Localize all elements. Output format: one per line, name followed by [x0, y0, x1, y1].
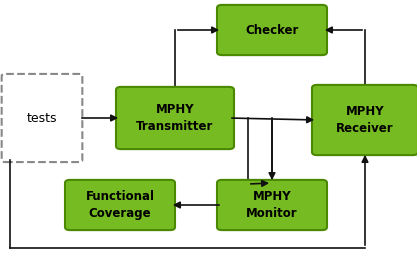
FancyBboxPatch shape	[65, 180, 175, 230]
FancyBboxPatch shape	[217, 5, 327, 55]
Text: MPHY
Monitor: MPHY Monitor	[246, 190, 298, 220]
FancyBboxPatch shape	[312, 85, 417, 155]
FancyBboxPatch shape	[217, 180, 327, 230]
FancyBboxPatch shape	[116, 87, 234, 149]
Text: tests: tests	[27, 112, 57, 125]
Text: MPHY
Transmitter: MPHY Transmitter	[136, 103, 214, 133]
Text: MPHY
Receiver: MPHY Receiver	[336, 105, 394, 135]
Text: Functional
Coverage: Functional Coverage	[85, 190, 155, 220]
Text: Checker: Checker	[245, 24, 299, 37]
